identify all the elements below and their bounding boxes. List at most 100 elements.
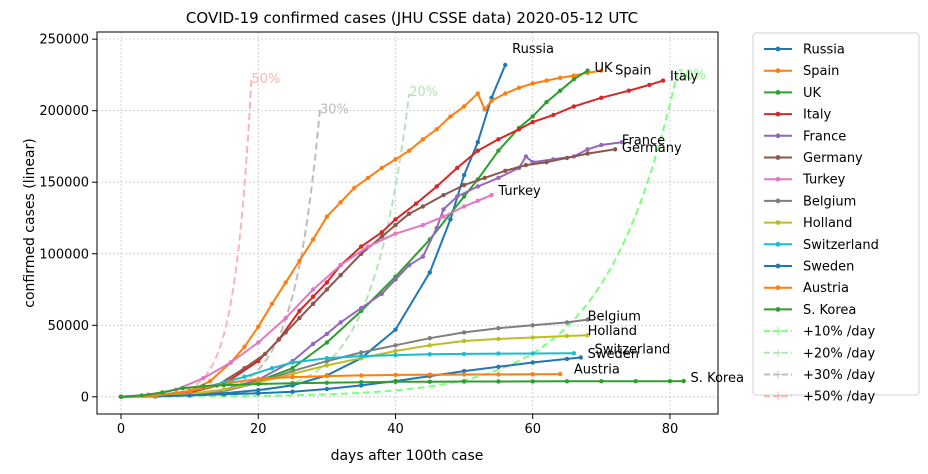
series-annotation-holland: Holland [588, 324, 637, 339]
data-point-austria [359, 373, 364, 378]
data-point-russia [393, 327, 398, 332]
data-point-russia [503, 62, 508, 68]
data-point-austria [427, 372, 432, 377]
data-point-russia [461, 172, 467, 178]
data-point-austria [187, 388, 192, 394]
data-point-spain [407, 148, 412, 153]
data-point-belgium [427, 336, 432, 341]
data-point-italy [324, 280, 330, 285]
series-annotation-30-day: 30% [320, 102, 349, 117]
data-point-italy [599, 95, 604, 101]
data-point-s-korea [496, 379, 501, 384]
series-line-10-day [121, 74, 678, 398]
data-point-switzerland [324, 356, 330, 361]
data-point-sweden [530, 360, 535, 365]
series-annotation-italy: Italy [670, 69, 699, 84]
chart-title: COVID-19 confirmed cases (JHU CSSE data)… [186, 9, 638, 27]
legend-marker-s-korea [775, 307, 781, 312]
data-point-austria [290, 374, 295, 380]
data-point-spain [283, 280, 288, 285]
legend-marker-20-day: + [773, 346, 783, 360]
legend-marker-10-day: + [773, 324, 783, 338]
series-annotation-france: France [622, 134, 665, 149]
data-point-italy [393, 217, 398, 222]
data-point-germany [585, 151, 590, 156]
data-point-france [599, 142, 604, 148]
series-annotation-s-korea: S. Korea [691, 371, 744, 386]
data-point-turkey [420, 222, 426, 228]
data-point-sweden [578, 355, 583, 360]
legend-marker-30-day: + [773, 368, 783, 382]
series-line-germany [120, 148, 616, 398]
series-line-uk [120, 69, 589, 398]
data-point-holland [564, 333, 570, 339]
data-point-italy [530, 119, 535, 125]
series-annotation-sweden: Sweden [588, 347, 639, 362]
series-line-turkey [120, 194, 492, 398]
legend-label-turkey: Turkey [802, 173, 846, 188]
data-point-holland [393, 348, 398, 354]
data-point-turkey [338, 263, 343, 268]
data-point-spain [256, 324, 261, 329]
data-point-s-korea [324, 380, 330, 385]
data-point-france [455, 194, 460, 199]
legend-box [752, 32, 920, 396]
series-annotation-20-day: 20% [409, 85, 438, 100]
data-point-france [407, 263, 412, 268]
data-point-turkey [228, 360, 233, 365]
data-point-s-korea [139, 393, 144, 398]
data-point-france [393, 277, 398, 282]
legend-label-switzerland: Switzerland [803, 238, 879, 253]
data-point-turkey [393, 231, 398, 236]
data-point-switzerland [496, 351, 501, 356]
data-point-germany [297, 315, 302, 321]
data-point-spain [516, 85, 522, 91]
data-point-belgium [585, 317, 590, 322]
legend-label-france: France [803, 129, 846, 144]
data-point-uk [558, 88, 563, 93]
data-point-germany [461, 182, 467, 188]
data-point-spain [352, 185, 357, 191]
data-point-spain [297, 258, 302, 264]
data-point-france [324, 331, 330, 337]
data-point-spain [379, 165, 384, 171]
x-tick-label: 40 [387, 422, 404, 437]
y-tick-label: 250000 [39, 33, 89, 48]
data-point-holland [585, 333, 590, 338]
data-point-spain [475, 91, 480, 96]
data-point-s-korea [530, 379, 535, 384]
y-axis-label: confirmed cases (linear) [22, 138, 38, 308]
data-point-s-korea [290, 381, 295, 386]
data-point-switzerland [530, 351, 535, 356]
data-point-switzerland [269, 366, 275, 371]
data-point-uk [496, 148, 501, 153]
data-point-spain [420, 137, 426, 142]
data-point-uk [461, 194, 467, 199]
data-point-turkey [489, 192, 494, 198]
series-annotation-uk: UK [594, 61, 613, 76]
data-point-uk [585, 68, 590, 73]
data-point-switzerland [393, 352, 398, 358]
data-point-switzerland [242, 374, 247, 379]
data-point-switzerland [461, 351, 467, 357]
data-point-holland [290, 371, 295, 377]
data-point-sweden [359, 383, 364, 388]
data-point-italy [660, 78, 666, 83]
data-point-holland [427, 343, 432, 348]
data-point-spain [269, 301, 275, 306]
data-point-holland [530, 335, 535, 340]
legend-marker-holland [775, 220, 781, 226]
data-point-germany [441, 192, 446, 198]
data-point-austria [393, 372, 398, 378]
data-point-turkey [201, 376, 206, 381]
data-point-turkey [441, 214, 446, 219]
data-point-france [379, 291, 384, 296]
data-point-spain [393, 157, 398, 162]
series-annotation-belgium: Belgium [588, 310, 641, 325]
data-point-sweden [187, 393, 192, 398]
legend-label-uk: UK [803, 86, 822, 101]
data-point-germany [338, 273, 343, 278]
data-point-spain [461, 104, 467, 109]
